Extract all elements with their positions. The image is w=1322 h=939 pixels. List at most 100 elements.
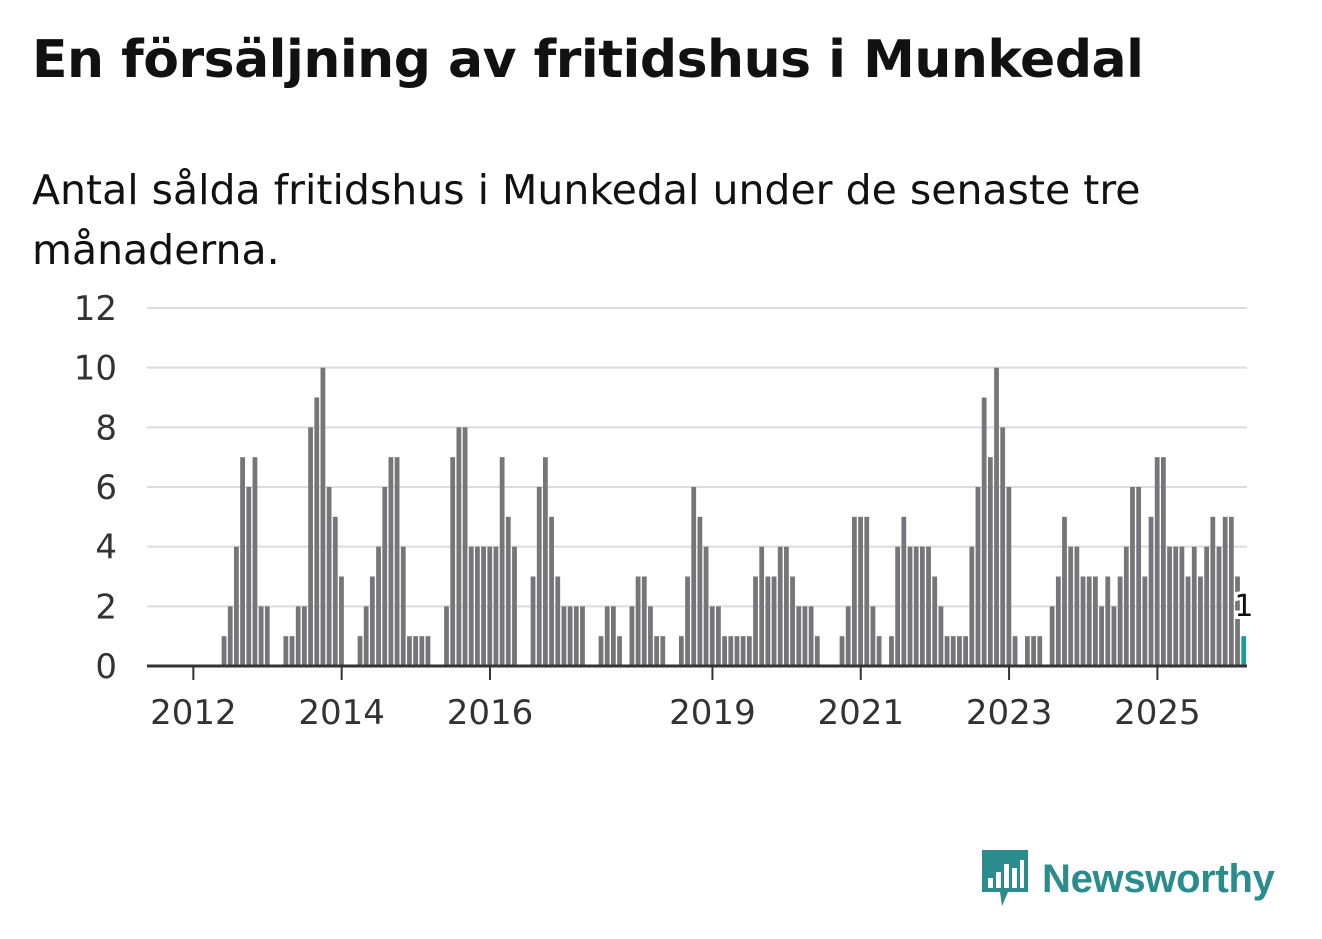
bar [339,576,344,666]
bar [234,546,239,666]
bar [635,576,641,666]
bar [246,487,252,666]
bar [784,546,789,666]
bar [1136,487,1142,666]
bar [932,576,938,666]
bar [1167,546,1172,666]
bar [400,546,406,666]
bar [1160,457,1166,666]
x-tick-label: 2023 [966,693,1053,733]
bar [505,516,511,666]
bar [462,427,468,666]
bar [1074,546,1080,666]
bar [326,487,332,666]
bar [413,636,419,666]
bar [895,546,901,666]
bar [598,636,604,666]
bar [1093,576,1098,666]
bar [790,576,795,666]
bar [802,606,808,666]
bar [944,636,950,666]
bar [530,576,536,666]
x-tick-label: 2012 [150,693,237,733]
bar [394,457,400,666]
bar [573,606,579,666]
bar [889,636,894,666]
bar [468,546,474,666]
bar [814,636,820,666]
bar [913,546,919,666]
bar [796,606,802,666]
bar [580,606,585,666]
bar [357,636,363,666]
bar [407,636,412,666]
bar [685,576,690,666]
y-tick-label: 6 [95,468,117,508]
bar [320,367,326,666]
bar [419,636,425,666]
bar [314,397,320,666]
bar [839,636,845,666]
bar [561,606,567,666]
chart-title: En försäljning av fritidshus i Munkedal [32,30,1144,90]
bar [919,546,925,666]
bar [1117,576,1123,666]
bar [555,576,561,666]
bar [969,546,975,666]
bar [1210,516,1216,666]
bar [734,636,740,666]
bar [957,636,962,666]
x-tick-label: 2016 [447,693,534,733]
bar [240,457,245,666]
bar [493,546,499,666]
bar [289,636,295,666]
bar [1000,427,1006,666]
bar [777,546,783,666]
bar [1185,576,1191,666]
x-tick-label: 2021 [817,693,904,733]
bar [543,457,548,666]
y-tick-label: 10 [74,349,117,389]
bar [425,636,431,666]
bar [765,576,771,666]
bar [382,487,388,666]
bar [1025,636,1030,666]
bar [1235,576,1240,666]
bar [369,576,375,666]
bar [981,397,987,666]
bar [771,576,777,666]
y-tick-label: 0 [95,647,117,687]
bar [1105,576,1111,666]
bar [512,546,517,666]
bar [950,636,956,666]
bar [283,636,289,666]
bar [1006,487,1012,666]
bar [264,606,270,666]
bar [301,606,307,666]
bar [759,546,765,666]
bar [1086,576,1092,666]
bar [808,606,814,666]
brand-logo[interactable]: Newsworthy [980,848,1275,910]
bar [227,606,233,666]
bar [295,606,301,666]
bar [678,636,684,666]
bar [376,546,381,666]
bar [975,487,981,666]
bar [604,606,610,666]
bar [1216,546,1222,666]
bar [876,636,882,666]
bar [221,636,227,666]
bar [1142,576,1148,666]
bar [1012,636,1018,666]
bar [1049,606,1055,666]
bar [648,606,653,666]
bar [654,636,660,666]
bar [1111,606,1117,666]
bar [1191,546,1197,666]
bar [1179,546,1185,666]
bar [258,606,264,666]
bar [1154,457,1160,666]
bar [864,516,870,666]
bar-highlight [1241,636,1247,666]
